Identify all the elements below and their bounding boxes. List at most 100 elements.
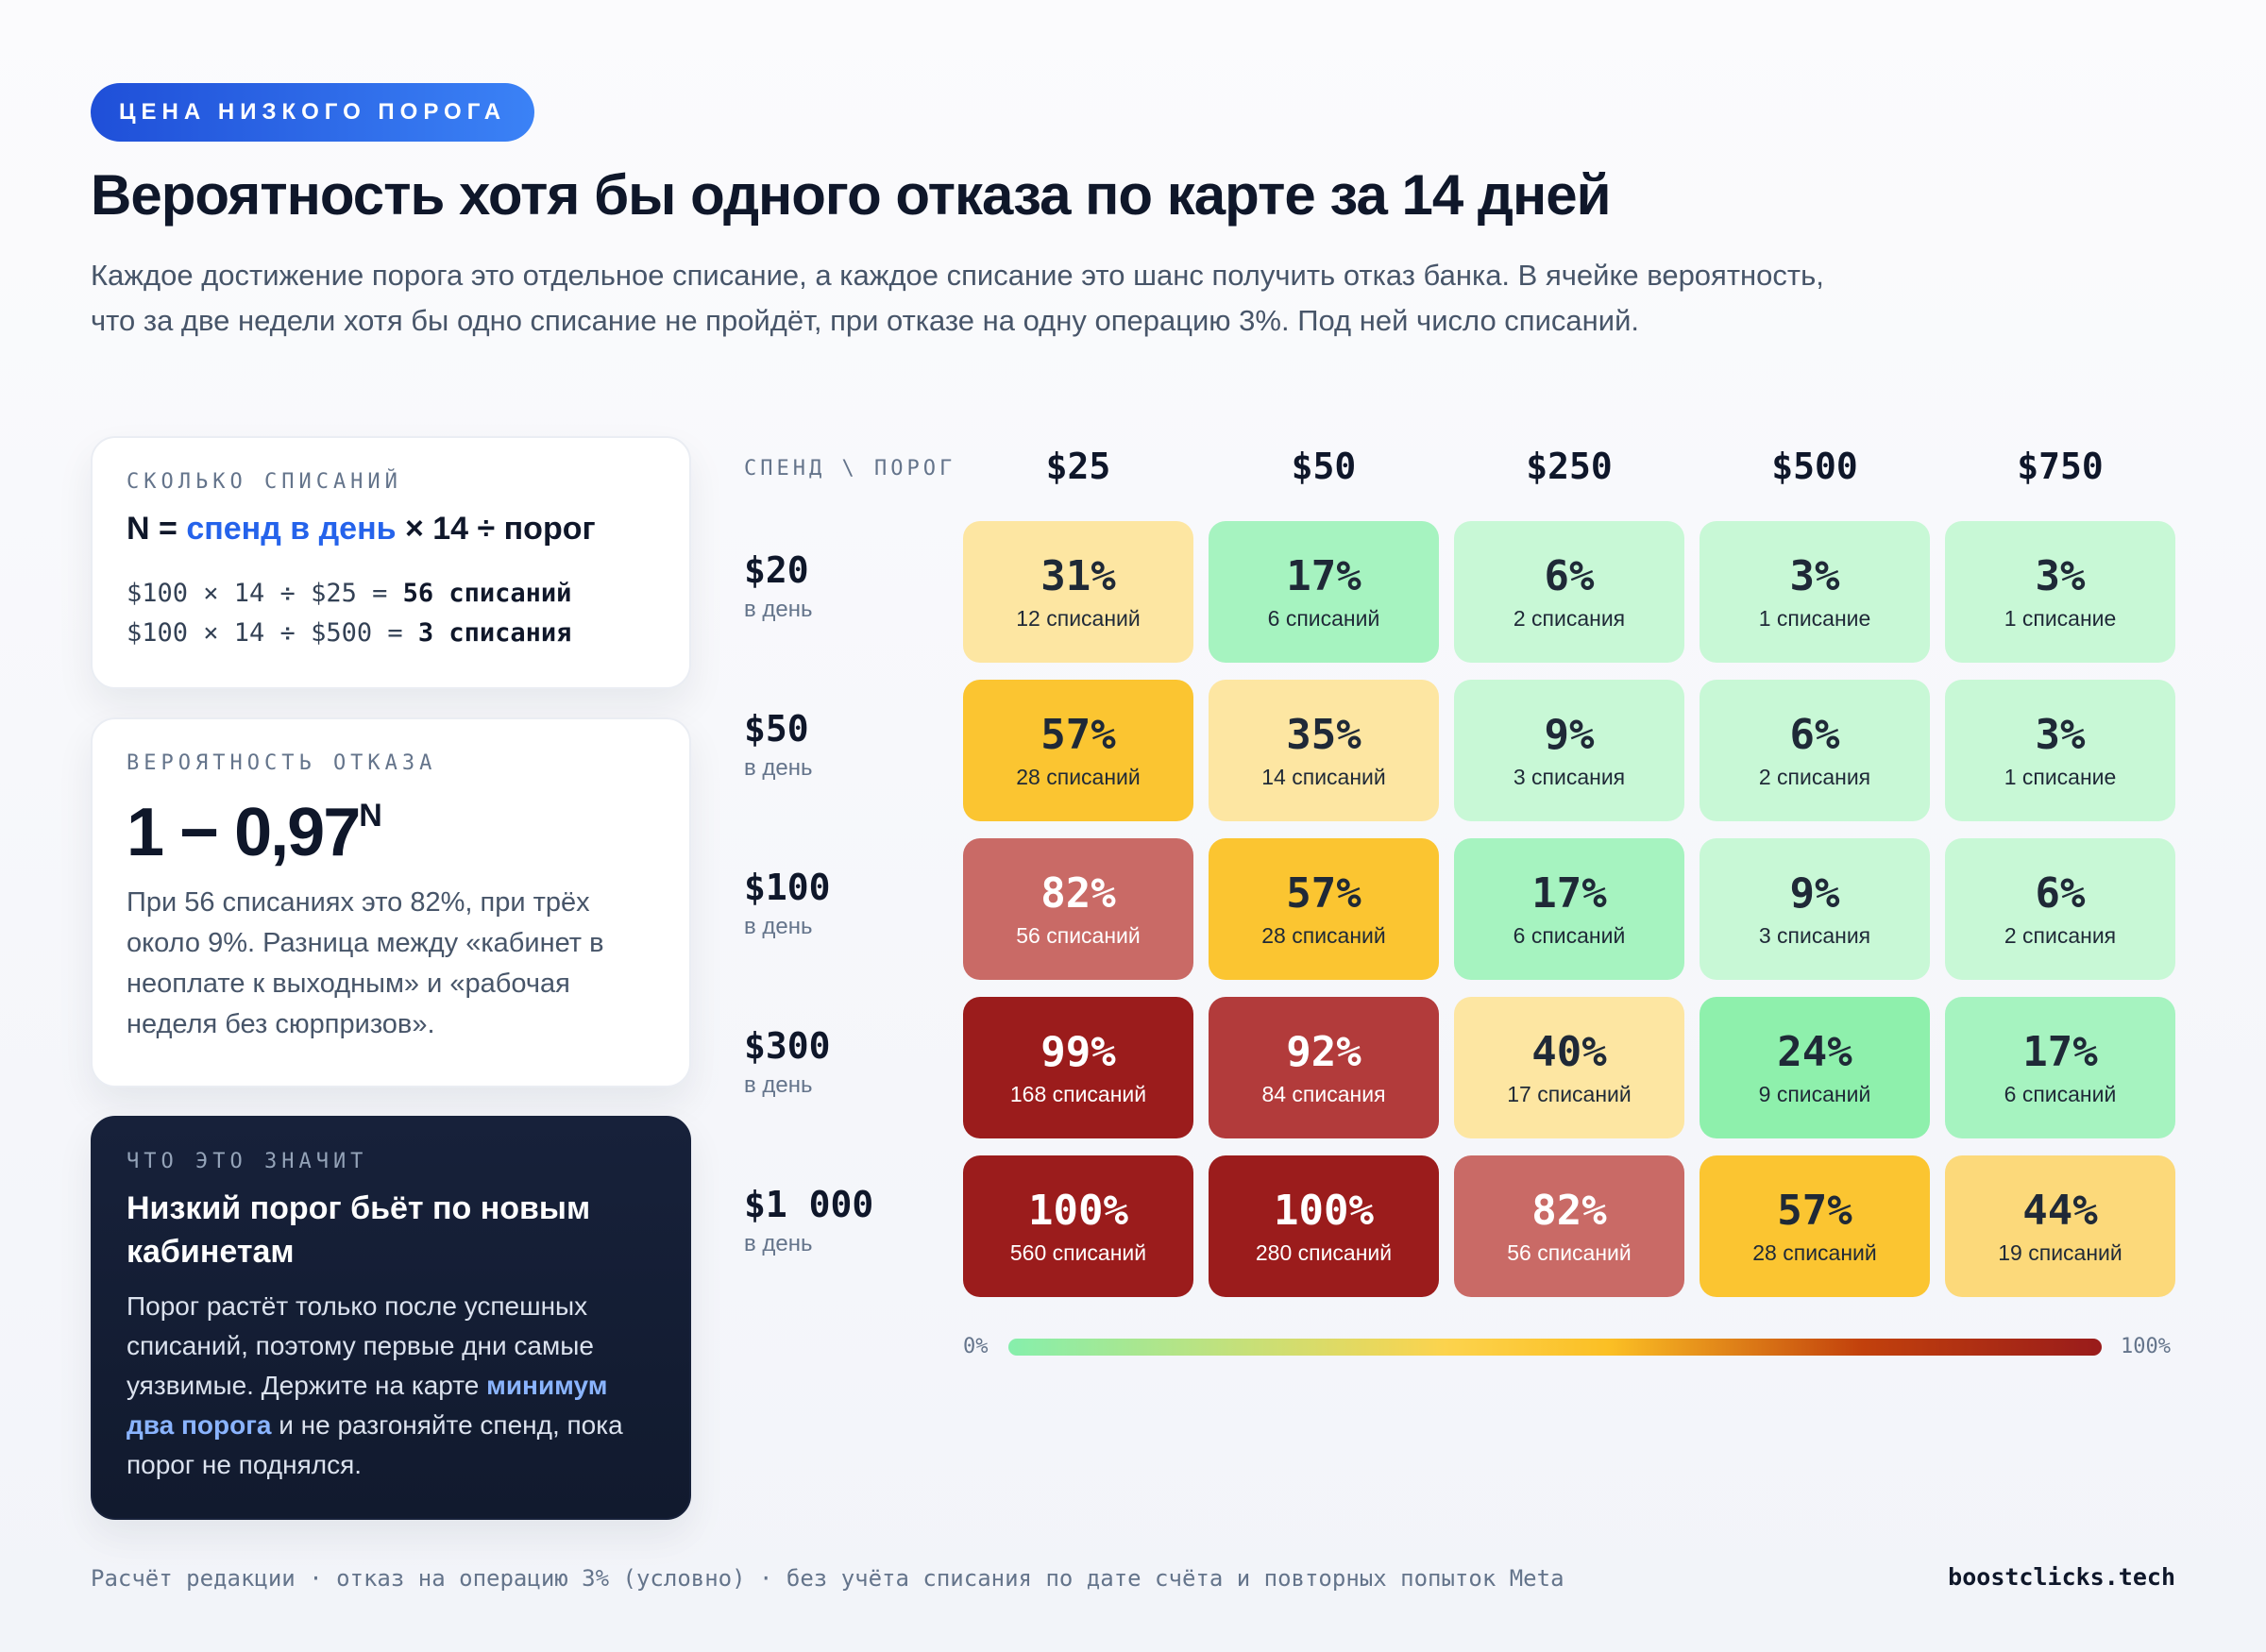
heatmap-cell: 82% 56 списаний: [963, 838, 1193, 980]
heatmap-cell: 6% 2 списания: [1454, 521, 1684, 663]
heatmap-cell: 92% 84 списания: [1209, 997, 1439, 1138]
cell-count: 28 списаний: [1261, 923, 1386, 948]
cell-value: 17%: [2022, 1028, 2098, 1076]
heatmap-cell: 9% 3 списания: [1454, 680, 1684, 821]
heatmap-cell: 57% 28 списаний: [963, 680, 1193, 821]
example-line: $100 × 14 ÷ $25 = 56 списаний: [127, 574, 655, 614]
heatmap-cell: 24% 9 списаний: [1700, 997, 1930, 1138]
cell-value: 99%: [1040, 1028, 1116, 1076]
row-unit: в день: [744, 914, 813, 939]
cell-value: 100%: [1028, 1187, 1128, 1235]
cell-value: 40%: [1531, 1028, 1607, 1076]
axis-corner-label: СПЕНД \ ПОРОГ: [744, 457, 956, 480]
probability-formula: 1 − 0,97N: [127, 794, 655, 871]
heatmap-cell: 99% 168 списаний: [963, 997, 1193, 1138]
count-examples: $100 × 14 ÷ $25 = 56 списаний $100 × 14 …: [127, 574, 655, 653]
heatmap-cell: 3% 1 списание: [1700, 521, 1930, 663]
cell-value: 57%: [1040, 711, 1116, 759]
row-header: $300 в день: [744, 1025, 831, 1099]
card-label: ЧТО ЭТО ЗНАЧИТ: [127, 1150, 368, 1173]
cell-value: 31%: [1040, 552, 1116, 600]
cell-count: 17 списаний: [1507, 1082, 1632, 1106]
heatmap-cell: 17% 6 списаний: [1209, 521, 1439, 663]
formula-suffix: × 14 ÷ порог: [396, 511, 596, 547]
row-header: $100 в день: [744, 867, 831, 940]
failure-probability-card: ВЕРОЯТНОСТЬ ОТКАЗА 1 − 0,97N При 56 спис…: [91, 717, 691, 1087]
cell-count: 28 списаний: [1752, 1240, 1877, 1265]
formula-accent: спенд в день: [186, 511, 397, 547]
card-label: СКОЛЬКО СПИСАНИЙ: [127, 470, 402, 494]
legend-max-label: 100%: [2121, 1335, 2171, 1358]
cell-count: 12 списаний: [1016, 606, 1141, 631]
footer-note: Расчёт редакции · отказ на операцию 3% (…: [91, 1565, 1564, 1592]
meaning-highlight: минимум два порога: [127, 1371, 608, 1440]
row-unit: в день: [744, 1072, 813, 1098]
cell-count: 6 списаний: [1513, 923, 1626, 948]
probability-text: При 56 списаниях это 82%, при трёх около…: [127, 887, 604, 1039]
meaning-card: ЧТО ЭТО ЗНАЧИТ Низкий порог бьёт по новы…: [91, 1116, 691, 1520]
cell-value: 92%: [1286, 1028, 1361, 1076]
cell-value: 6%: [1789, 711, 1840, 759]
legend-min-label: 0%: [963, 1335, 989, 1358]
cell-value: 82%: [1531, 1187, 1607, 1235]
card-label: ВЕРОЯТНОСТЬ ОТКАЗА: [127, 751, 437, 775]
row-header: $50 в день: [744, 708, 813, 782]
cell-value: 6%: [2035, 869, 2086, 918]
column-header: $500: [1771, 446, 1858, 487]
cell-count: 1 списание: [1758, 606, 1871, 631]
example-expression: $100 × 14 ÷ $500 =: [127, 618, 418, 648]
cell-count: 168 списаний: [1009, 1082, 1147, 1106]
cell-count: 56 списаний: [1507, 1240, 1632, 1265]
page-subtitle: Каждое достижение порога это отдельное с…: [91, 259, 1824, 337]
cell-count: 1 списание: [2004, 606, 2117, 631]
column-header: $750: [2017, 446, 2104, 487]
cell-value: 9%: [1789, 869, 1840, 918]
heatmap-cell: 35% 14 списаний: [1209, 680, 1439, 821]
heatmap-cell: 82% 56 списаний: [1454, 1155, 1684, 1297]
color-scale-legend: [1008, 1339, 2102, 1356]
meaning-text-end: и не разгоняйте спенд, пока порог не под…: [127, 1410, 623, 1479]
heatmap-cell: 100% 280 списаний: [1209, 1155, 1439, 1297]
heatmap-cell: 3% 1 списание: [1945, 521, 2175, 663]
heatmap-cell: 17% 6 списаний: [1454, 838, 1684, 980]
cell-value: 24%: [1777, 1028, 1852, 1076]
cell-count: 2 списания: [1513, 606, 1626, 631]
cell-count: 3 списания: [1513, 765, 1626, 789]
meaning-text: Порог растёт только после успешных списа…: [127, 1287, 655, 1485]
cell-count: 28 списаний: [1016, 765, 1141, 789]
heatmap-cell: 31% 12 списаний: [963, 521, 1193, 663]
heatmap-cell: 40% 17 списаний: [1454, 997, 1684, 1138]
row-unit: в день: [744, 755, 813, 781]
formula-base: 1 − 0,97: [127, 795, 361, 870]
cell-count: 19 списаний: [1998, 1240, 2122, 1265]
cell-count: 6 списаний: [1267, 606, 1380, 631]
example-expression: $100 × 14 ÷ $25 =: [127, 579, 403, 608]
cell-count: 3 списания: [1758, 923, 1871, 948]
footer-brand: boostclicks.tech: [1948, 1563, 2175, 1591]
cell-count: 280 списаний: [1255, 1240, 1393, 1265]
column-header: $25: [1045, 446, 1111, 487]
cell-value: 3%: [2035, 552, 2086, 600]
row-unit: в день: [744, 1231, 813, 1256]
cell-count: 1 списание: [2004, 765, 2117, 789]
charges-count-card: СКОЛЬКО СПИСАНИЙ N = спенд в день × 14 ÷…: [91, 436, 691, 689]
row-unit: в день: [744, 597, 813, 622]
meaning-text-start: Порог растёт только после успешных списа…: [127, 1291, 594, 1400]
formula-prefix: N =: [127, 511, 187, 547]
cell-value: 100%: [1274, 1187, 1374, 1235]
heatmap-cell: 44% 19 списаний: [1945, 1155, 2175, 1297]
heatmap-cell: 57% 28 списаний: [1700, 1155, 1930, 1297]
cell-count: 84 списания: [1261, 1082, 1386, 1106]
cell-value: 44%: [2022, 1187, 2098, 1235]
cell-value: 9%: [1544, 711, 1595, 759]
cell-value: 3%: [2035, 711, 2086, 759]
heatmap-cell: 9% 3 списания: [1700, 838, 1930, 980]
meaning-heading: Низкий порог бьёт по новым кабинетам: [127, 1190, 591, 1270]
cell-count: 9 списаний: [1758, 1082, 1871, 1106]
heatmap-cell: 3% 1 списание: [1945, 680, 2175, 821]
cell-value: 35%: [1286, 711, 1361, 759]
example-result: 3 списания: [417, 618, 572, 648]
row-header: $20 в день: [744, 549, 813, 623]
cell-value: 17%: [1531, 869, 1607, 918]
cell-count: 56 списаний: [1016, 923, 1141, 948]
